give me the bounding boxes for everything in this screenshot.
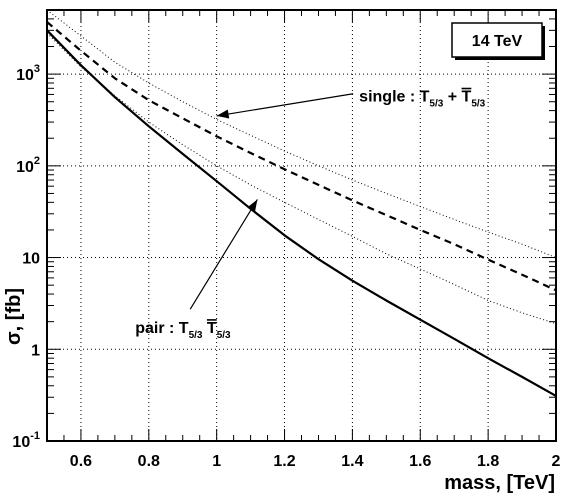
annotation-0: single : T5/3 + T5/3 <box>216 89 486 119</box>
x-tick-label: 1 <box>212 453 221 470</box>
y-tick-label: 1 <box>31 342 40 359</box>
series-line-dotted-3 <box>46 32 557 325</box>
annotations: single : T5/3 + T5/3 pair : T5/3 T5/3 <box>135 89 485 341</box>
series-line-solid-0 <box>46 29 557 397</box>
series-group <box>46 9 557 397</box>
x-tick-label: 0.8 <box>138 453 160 470</box>
axis-ticks <box>46 9 557 442</box>
annotation-1: pair : T5/3 T5/3 <box>135 199 258 341</box>
series-line-dashed-1 <box>46 21 557 292</box>
x-tick-label: 1.6 <box>409 453 431 470</box>
x-tick-label: 1.4 <box>341 453 363 470</box>
energy-label-frame <box>451 22 543 58</box>
annotation-arrow-head <box>247 199 258 213</box>
annotation-label: pair : T5/3 T5/3 <box>135 320 231 341</box>
annotation-label: single : T5/3 + T5/3 <box>359 89 485 110</box>
x-tick-label: 1.8 <box>477 453 499 470</box>
series-line-dotted-2 <box>46 9 557 259</box>
y-axis-title: σ, [fb] <box>3 288 25 345</box>
x-tick-label: 0.6 <box>70 453 92 470</box>
annotation-arrow-line <box>189 199 258 310</box>
x-tick-label: 2 <box>552 453 561 470</box>
energy-label: 14 TeV <box>472 33 523 50</box>
tick-labels: 0.6 0.8 1 1.2 1.4 1.6 1.8 2 10-1 1 10 102 103 <box>12 63 560 470</box>
y-tick-label: 10-1 <box>12 430 40 451</box>
y-tick-label: 102 <box>16 155 40 176</box>
x-axis-title: mass, [TeV] <box>444 472 555 494</box>
annotation-arrow-head <box>216 109 230 119</box>
energy-label-box: 14 TeV <box>451 22 545 60</box>
y-tick-label: 103 <box>16 63 40 84</box>
x-tick-label: 1.2 <box>273 453 295 470</box>
y-tick-label: 10 <box>22 251 40 268</box>
annotation-arrow-line <box>216 93 354 117</box>
